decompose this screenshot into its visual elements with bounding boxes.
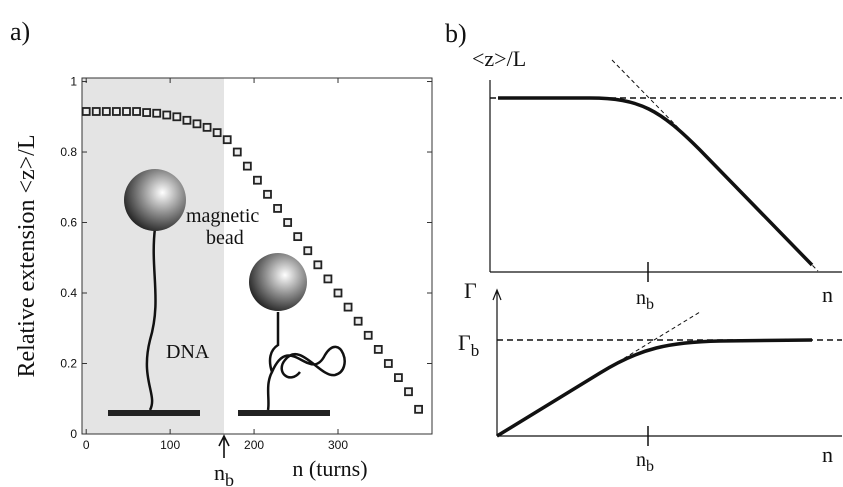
plot-frame: [81, 77, 433, 435]
y-axis-label: Γ: [464, 278, 477, 303]
y-tick-label: 0: [70, 427, 77, 441]
data-point: [222, 135, 232, 145]
data-point: [132, 107, 141, 116]
data-point: [363, 330, 373, 340]
data-point: [182, 115, 192, 125]
data-point: [394, 373, 403, 383]
data-point: [404, 387, 413, 397]
annotation: bead: [206, 227, 244, 249]
data-point: [242, 161, 252, 171]
dna-strand: [145, 227, 157, 411]
data-point: [202, 122, 212, 132]
data-point: [273, 204, 282, 213]
schematic-axes: [489, 59, 842, 446]
data-point: [172, 112, 182, 122]
data-point: [212, 128, 222, 138]
surface: [108, 410, 200, 416]
data-point: [373, 345, 383, 354]
y-tick-label: 0.2: [60, 357, 77, 371]
panel-label: b): [445, 19, 467, 48]
x-tick-label: 200: [244, 438, 264, 452]
data-point: [414, 404, 423, 414]
x-tick-label: 0: [83, 438, 90, 452]
data-point: [263, 189, 272, 199]
data-point: [313, 260, 323, 270]
data-point: [283, 218, 293, 227]
x-tick-label: 300: [328, 438, 348, 452]
data-point: [303, 246, 313, 256]
x-tick-label: 100: [160, 438, 180, 452]
bead: [249, 253, 307, 311]
y-tick-label: 0.8: [60, 145, 77, 159]
data-point: [353, 316, 363, 326]
data-point: [253, 175, 262, 185]
data-point: [112, 107, 121, 116]
data-point: [293, 232, 303, 242]
surface: [238, 410, 330, 416]
x-axis-label: n: [822, 442, 833, 467]
x-axis-label: n (turns): [292, 456, 367, 481]
dna-supercoil: [266, 312, 346, 411]
data-point: [333, 288, 343, 298]
data-point: [383, 359, 393, 368]
x-mark-label: nb: [636, 287, 654, 313]
data-point: [142, 108, 152, 117]
level-label: Γb: [458, 330, 479, 360]
data-point: [192, 119, 202, 129]
data-point: [232, 147, 242, 157]
x-axis-label: n: [822, 282, 833, 307]
bead: [124, 169, 186, 231]
data-point: [122, 107, 131, 116]
panel-label: a): [10, 17, 30, 46]
annotation: DNA: [166, 341, 210, 363]
y-tick-label: 0.4: [60, 286, 77, 300]
y-tick-label: 0.6: [60, 216, 77, 230]
y-tick-label: 1: [70, 75, 77, 89]
nb-arrow: [218, 434, 230, 458]
y-axis-label: Relative extension <z>/L: [14, 135, 40, 378]
x-mark-label: nb: [636, 449, 654, 475]
data-point: [323, 274, 333, 284]
data-point: [101, 107, 111, 116]
data-point: [162, 110, 172, 120]
data-point: [343, 302, 353, 312]
annotation: magnetic: [186, 205, 259, 227]
data-point: [91, 107, 101, 116]
y-axis-label: <z>/L: [472, 46, 526, 71]
nb-label: nb: [214, 460, 234, 487]
data-point: [81, 107, 91, 116]
data-point: [152, 108, 162, 118]
